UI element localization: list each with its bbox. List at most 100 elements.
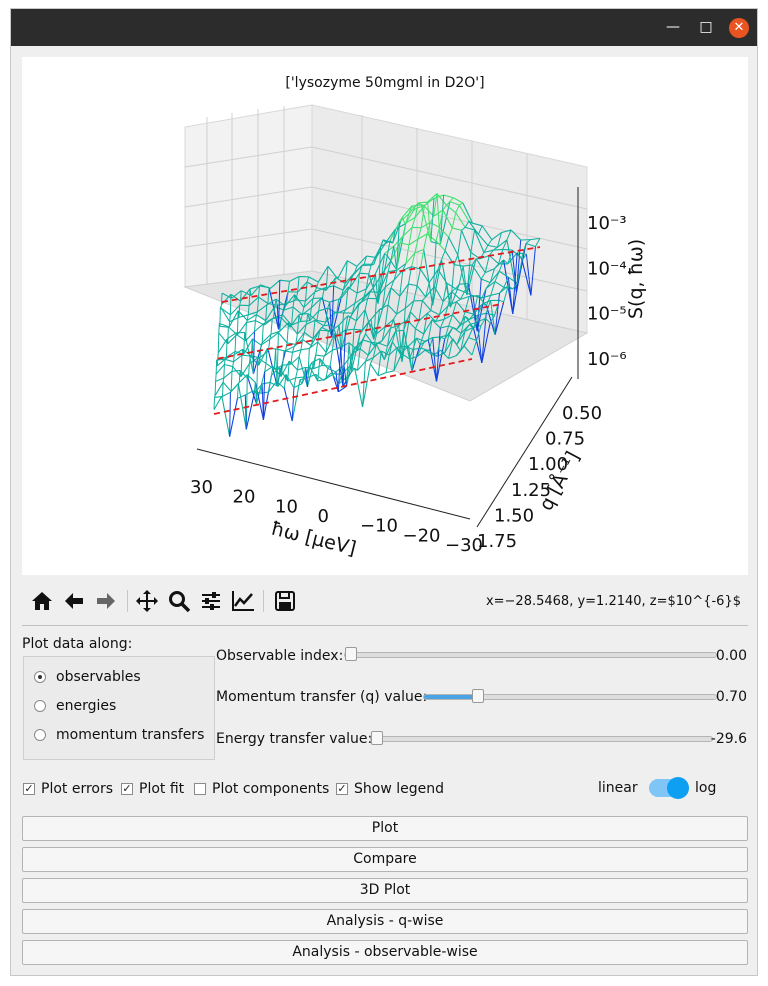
scale-toggle[interactable] xyxy=(649,777,689,799)
toggle-knob[interactable] xyxy=(667,777,689,799)
plot-canvas[interactable]: ['lysozyme 50mgml in D2O'] 30 20 10 xyxy=(22,57,748,575)
analysis-observable-wise-button[interactable]: Analysis - observable-wise xyxy=(22,940,748,965)
energy-transfer-slider[interactable] xyxy=(370,731,713,745)
surface-segment xyxy=(300,339,304,350)
surface-segment xyxy=(240,363,250,377)
plot-along-group: observables energies momentum transfers xyxy=(23,656,215,760)
surface-segment xyxy=(261,323,264,343)
surface-segment xyxy=(302,338,312,347)
slider-handle[interactable] xyxy=(371,731,383,745)
surface-segment xyxy=(480,318,487,326)
surface-segment xyxy=(318,307,328,312)
radio-indicator[interactable] xyxy=(34,671,46,683)
surface-segment xyxy=(230,293,241,302)
surface-segment xyxy=(295,332,305,345)
surface-segment xyxy=(416,268,421,286)
surface-segment xyxy=(493,248,503,251)
home-icon[interactable] xyxy=(29,588,55,614)
surface-segment xyxy=(237,394,246,399)
checkbox-indicator[interactable] xyxy=(194,783,206,795)
analysis-q-wise-button[interactable]: Analysis - q-wise xyxy=(22,909,748,934)
3d-plot-button[interactable]: 3D Plot xyxy=(22,878,748,903)
surface-segment xyxy=(525,254,532,296)
slider-handle[interactable] xyxy=(345,647,357,661)
surface-segment xyxy=(277,332,288,344)
surface-segment xyxy=(453,254,459,265)
checkbox-plot-components[interactable]: Plot components xyxy=(194,779,329,799)
surface-segment xyxy=(419,268,430,284)
surface-segment xyxy=(471,258,477,266)
surface-segment xyxy=(507,285,514,290)
radio-indicator[interactable] xyxy=(34,729,46,741)
surface-segment xyxy=(451,212,457,229)
forward-arrow-icon[interactable] xyxy=(93,588,119,614)
surface-segment xyxy=(472,328,483,364)
compare-button[interactable]: Compare xyxy=(22,847,748,872)
surface-segment xyxy=(452,314,462,326)
momentum-transfer-slider[interactable] xyxy=(423,689,717,703)
surface-segment xyxy=(347,286,358,294)
checkbox-show-legend[interactable]: ✓ Show legend xyxy=(336,779,444,799)
surface-segment xyxy=(266,298,277,306)
surface-segment xyxy=(384,271,389,288)
surface-segment xyxy=(327,365,331,369)
surface-segment xyxy=(337,260,348,279)
surface-segment xyxy=(456,301,466,313)
radio-observables[interactable]: observables xyxy=(34,667,141,687)
checkbox-indicator[interactable]: ✓ xyxy=(336,782,348,795)
surface-segment xyxy=(306,276,310,283)
surface-segment xyxy=(439,209,444,228)
surface-segment xyxy=(525,239,531,244)
surface-segment xyxy=(393,313,398,320)
checkbox-indicator[interactable]: ✓ xyxy=(23,782,35,795)
surface-segment xyxy=(313,297,323,299)
surface-segment xyxy=(393,347,398,371)
plot-button[interactable]: Plot xyxy=(22,816,748,841)
back-arrow-icon[interactable] xyxy=(61,588,87,614)
surface-segment xyxy=(218,332,229,345)
surface-segment xyxy=(471,264,482,280)
x-tick-label: 20 xyxy=(233,487,256,508)
surface-segment xyxy=(237,382,240,384)
slider-fill xyxy=(424,695,476,699)
radio-momentum-transfers[interactable]: momentum transfers xyxy=(34,725,204,745)
surface-segment xyxy=(423,233,428,250)
save-icon[interactable] xyxy=(272,588,298,614)
zoom-icon[interactable] xyxy=(166,588,192,614)
surface-segment xyxy=(421,204,425,206)
x-tick-label: −20 xyxy=(403,525,441,546)
minimize-button[interactable]: — xyxy=(666,19,680,35)
surface-segment xyxy=(391,330,397,343)
surface-segment xyxy=(367,343,377,356)
surface-segment xyxy=(477,295,483,299)
observable-index-slider[interactable] xyxy=(344,647,717,661)
surface-segment xyxy=(433,286,444,302)
surface-segment xyxy=(516,260,523,284)
checkbox-plot-errors[interactable]: ✓ Plot errors xyxy=(23,779,113,799)
surface-segment xyxy=(244,394,247,430)
surface-segment xyxy=(276,332,279,386)
checkbox-indicator[interactable]: ✓ xyxy=(121,782,133,795)
surface-segment xyxy=(291,320,301,326)
surface-segment xyxy=(485,305,496,335)
surface-segment xyxy=(268,380,277,393)
slider-handle[interactable] xyxy=(472,689,484,703)
surface-segment xyxy=(411,205,416,210)
surface-segment xyxy=(381,327,391,341)
checkbox-plot-fit[interactable]: ✓ Plot fit xyxy=(121,779,184,799)
configure-subplots-icon[interactable] xyxy=(198,588,224,614)
surface-segment xyxy=(481,303,487,307)
surface-segment xyxy=(427,202,432,242)
y-tick-label: 1.75 xyxy=(477,531,517,552)
close-button[interactable]: ✕ xyxy=(729,18,749,38)
surface-segment xyxy=(472,295,478,332)
edit-axis-icon[interactable] xyxy=(230,588,256,614)
radio-indicator[interactable] xyxy=(34,700,46,712)
surface-segment xyxy=(223,364,225,379)
radio-energies[interactable]: energies xyxy=(34,696,116,716)
maximize-button[interactable]: □ xyxy=(699,19,713,35)
surface-segment xyxy=(280,360,290,377)
pan-icon[interactable] xyxy=(134,588,160,614)
surface-segment xyxy=(233,354,235,362)
surface-segment xyxy=(341,365,350,375)
